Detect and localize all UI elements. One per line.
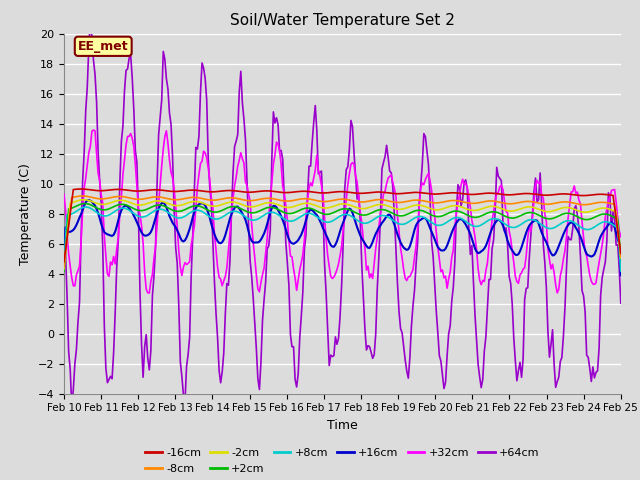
X-axis label: Time: Time bbox=[327, 419, 358, 432]
Text: EE_met: EE_met bbox=[78, 40, 129, 53]
Y-axis label: Temperature (C): Temperature (C) bbox=[19, 163, 32, 264]
Title: Soil/Water Temperature Set 2: Soil/Water Temperature Set 2 bbox=[230, 13, 455, 28]
Legend: -16cm, -8cm, -2cm, +2cm, +8cm, +16cm, +32cm, +64cm: -16cm, -8cm, -2cm, +2cm, +8cm, +16cm, +3… bbox=[141, 444, 544, 478]
